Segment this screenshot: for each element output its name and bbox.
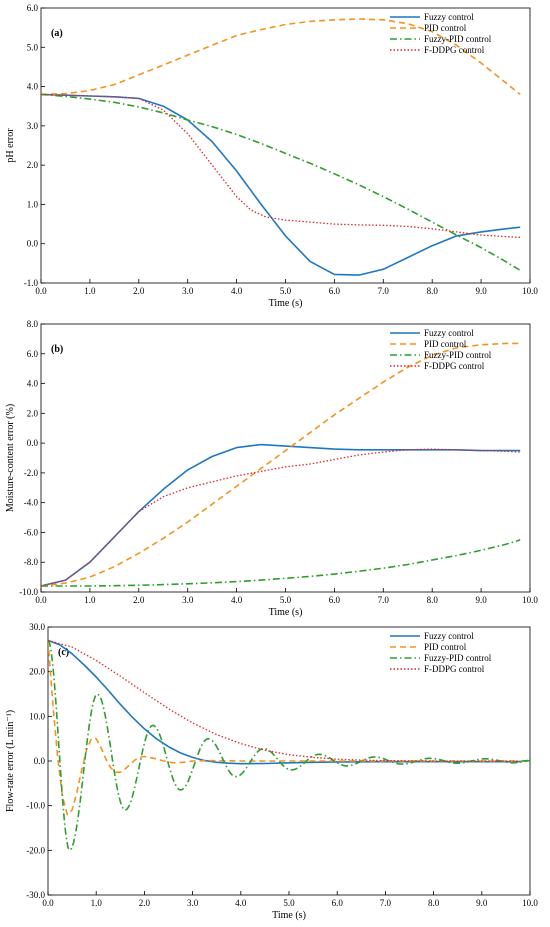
x-tick-label: 1.0 (84, 595, 96, 605)
x-tick-label: 4.0 (231, 595, 243, 605)
series-line-fuzzy-control (41, 93, 521, 276)
y-tick-label: 3.0 (27, 121, 39, 131)
y-tick-label: 6.0 (27, 349, 39, 359)
x-tick-label: 0.0 (35, 595, 47, 605)
series-line-fuzzy-control (48, 639, 521, 765)
y-tick-label: 4.0 (27, 82, 39, 92)
legend-entry: Fuzzy-PID control (424, 34, 492, 44)
series-line-f-ddpg-control (41, 93, 521, 239)
y-tick-label: -10.0 (26, 801, 45, 811)
x-tick-label: 4.0 (231, 286, 243, 296)
panel-label: (a) (51, 28, 63, 39)
series-line-fuzzy-pid-control (41, 93, 521, 272)
y-tick-label: 8.0 (27, 319, 39, 329)
legend-entry: F-DDPG control (424, 45, 485, 55)
legend-entry: F-DDPG control (424, 361, 485, 371)
x-tick-label: 0.0 (35, 286, 47, 296)
panel-label: (b) (51, 344, 63, 355)
x-axis-label: Time (s) (269, 607, 303, 618)
y-tick-label: -6.0 (24, 527, 39, 537)
x-tick-label: 9.0 (476, 898, 488, 908)
series-line-f-ddpg-control (48, 639, 521, 762)
y-tick-label: 0.0 (27, 239, 39, 249)
x-axis-label: Time (s) (272, 910, 306, 921)
x-tick-label: 1.0 (84, 286, 96, 296)
y-tick-label: -30.0 (26, 890, 45, 900)
x-tick-label: 10.0 (522, 898, 538, 908)
x-tick-label: 6.0 (329, 286, 341, 296)
y-axis-label: Flow-rate error (L min⁻¹) (5, 710, 16, 812)
legend-entry: Fuzzy control (424, 12, 474, 22)
y-tick-label: -1.0 (24, 278, 39, 288)
y-tick-label: 20.0 (29, 667, 45, 677)
x-tick-label: 6.0 (329, 595, 341, 605)
x-tick-label: 10.0 (522, 595, 538, 605)
series-line-f-ddpg-control (41, 448, 521, 587)
legend-entry: PID control (424, 339, 467, 349)
chart-panel-3: 0.0 1.0 2.0 3.0 4.0 5.0 6.0 7.0 8.0 9.0 10.0 -30.0 -… (5, 622, 538, 921)
x-tick-label: 1.0 (91, 898, 103, 908)
legend-entry: Fuzzy-PID control (424, 350, 492, 360)
chart-panel-1: 0.0 1.0 2.0 3.0 4.0 5.0 6.0 7.0 8.0 9.0 10.0-1.00.… (5, 3, 538, 309)
series-line-fuzzy-pid-control (48, 640, 530, 852)
x-tick-label: 10.0 (522, 286, 538, 296)
y-tick-label: 5.0 (27, 42, 39, 52)
x-tick-label: 0.0 (42, 898, 54, 908)
y-axis-label: Moisture-content error (%) (5, 404, 16, 512)
x-tick-label: 2.0 (139, 898, 151, 908)
legend-entry: PID control (424, 642, 467, 652)
x-tick-label: 8.0 (428, 898, 440, 908)
x-tick-label: 7.0 (380, 898, 392, 908)
series-line-pid-control (41, 342, 521, 587)
y-axis-label: pH error (5, 128, 16, 163)
x-tick-label: 5.0 (280, 286, 292, 296)
x-tick-label: 5.0 (280, 595, 292, 605)
y-tick-label: 4.0 (27, 379, 39, 389)
x-axis-label: Time (s) (269, 298, 303, 309)
legend-entry: Fuzzy-PID control (424, 653, 492, 663)
y-tick-label: -2.0 (24, 468, 39, 478)
legend-entry: Fuzzy control (424, 328, 474, 338)
panel-label: (c) (58, 647, 69, 658)
y-tick-label: 30.0 (29, 622, 45, 632)
series-line-pid-control (48, 640, 521, 816)
x-tick-label: 5.0 (283, 898, 295, 908)
chart-panel-2: 0.0 1.0 2.0 3.0 4.0 5.0 6.0 7.0 8.0 9.0 10.0 -10.0 -… (5, 319, 538, 618)
legend-entry: PID control (424, 23, 467, 33)
y-tick-label: 2.0 (27, 408, 39, 418)
x-tick-label: 7.0 (378, 595, 390, 605)
series-line-fuzzy-pid-control (41, 539, 521, 587)
x-tick-label: 3.0 (182, 595, 194, 605)
y-tick-label: -20.0 (26, 845, 45, 855)
y-tick-label: -4.0 (24, 498, 39, 508)
y-tick-label: -8.0 (24, 557, 39, 567)
x-tick-label: 2.0 (133, 286, 145, 296)
x-tick-label: 3.0 (187, 898, 199, 908)
y-tick-label: 10.0 (29, 711, 45, 721)
y-tick-label: 0.0 (34, 756, 46, 766)
x-tick-label: 3.0 (182, 286, 194, 296)
y-tick-label: 0.0 (27, 438, 39, 448)
x-tick-label: 8.0 (427, 286, 439, 296)
x-tick-label: 6.0 (332, 898, 344, 908)
y-tick-label: 2.0 (27, 160, 39, 170)
y-tick-label: 6.0 (27, 3, 39, 13)
series-line-fuzzy-control (41, 443, 521, 587)
y-tick-label: -10.0 (19, 587, 38, 597)
x-tick-label: 2.0 (133, 595, 145, 605)
series-line-pid-control (41, 18, 521, 96)
x-tick-label: 9.0 (475, 286, 487, 296)
x-tick-label: 4.0 (235, 898, 247, 908)
x-tick-label: 7.0 (378, 286, 390, 296)
legend-entry: Fuzzy control (424, 631, 474, 641)
y-tick-label: 1.0 (27, 199, 39, 209)
x-tick-label: 8.0 (427, 595, 439, 605)
legend-entry: F-DDPG control (424, 664, 485, 674)
x-tick-label: 9.0 (475, 595, 487, 605)
